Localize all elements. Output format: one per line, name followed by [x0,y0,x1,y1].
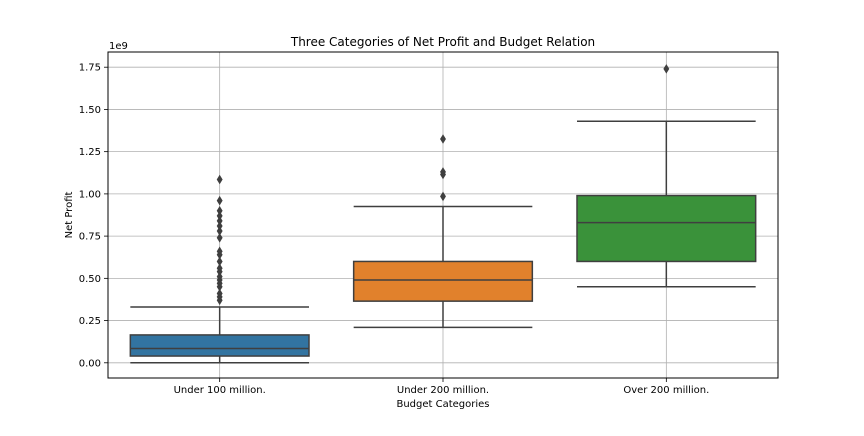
outlier-point [216,233,223,243]
outlier-point [663,64,670,74]
y-tick-label: 1.00 [79,189,101,200]
outlier-point [216,263,223,273]
outlier-point [440,191,446,202]
box-layer [129,64,757,364]
y-axis-label: Net Profit [64,192,75,239]
box-group [129,174,310,364]
outlier-point [216,206,223,216]
y-tick-label: 1.25 [79,147,101,158]
outlier-point [216,288,223,299]
y-tick-label: 0.00 [79,358,101,369]
outlier-point [216,256,223,267]
x-tick-label: Over 200 million. [623,385,709,396]
y-axis-offset-label: 1e9 [109,41,128,52]
x-tick-label: Under 200 million. [397,385,489,396]
outlier-point [216,271,223,282]
y-tick-label: 0.25 [79,316,101,327]
iqr-box [576,194,757,263]
outlier-point [216,211,223,221]
chart-title: Three Categories of Net Profit and Budge… [290,35,595,49]
outlier-point [216,226,223,236]
outlier-point [216,221,223,231]
tick-layer: 0.00 0.25 0.50 0.75 1.00 1.25 1.50 1.75 Under 10… [79,63,710,396]
x-tick-label: Under 100 million. [174,385,266,396]
outlier-point [216,216,223,226]
box-group [576,64,757,288]
y-tick-label: 0.50 [79,274,101,285]
y-tick-label: 1.50 [79,105,101,116]
outlier-point [216,246,223,257]
x-axis-label: Budget Categories [396,399,489,410]
outlier-point [216,195,223,206]
outlier-point [440,167,446,177]
box-group [352,134,534,329]
y-tick-label: 1.75 [79,63,101,74]
iqr-box [352,260,534,302]
outlier-point [440,134,446,144]
iqr-box [129,334,310,357]
y-tick-label: 0.75 [79,232,101,243]
outlier-point [216,174,223,185]
